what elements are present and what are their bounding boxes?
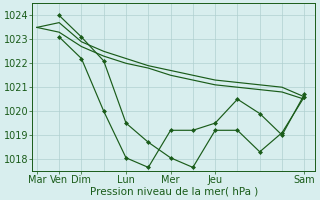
- X-axis label: Pression niveau de la mer( hPa ): Pression niveau de la mer( hPa ): [90, 187, 258, 197]
